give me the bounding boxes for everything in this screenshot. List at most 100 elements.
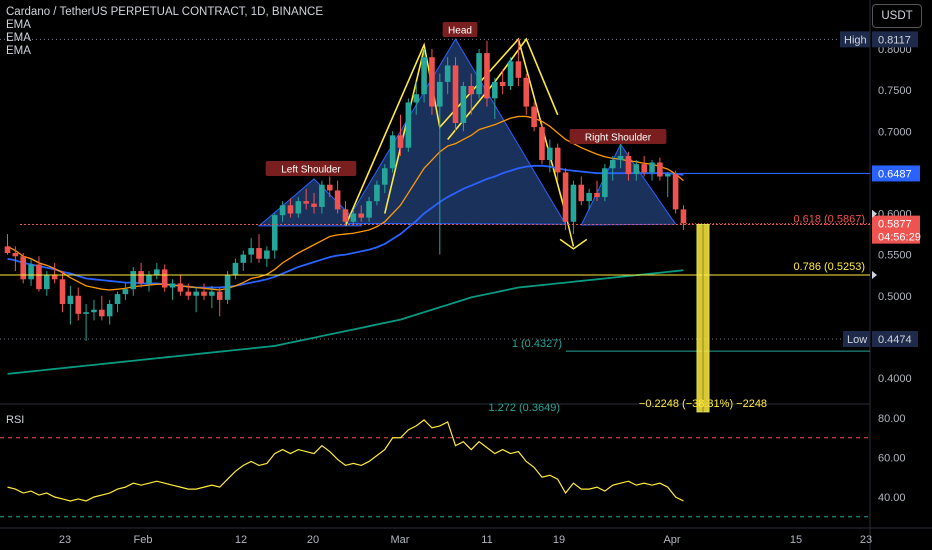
candle-body xyxy=(28,264,34,280)
fib-786-label: 0.786 (0.5253) xyxy=(793,261,865,273)
candle-body xyxy=(672,174,679,210)
candle-body xyxy=(609,160,616,169)
x-tick-label: 15 xyxy=(790,534,802,546)
candle-body xyxy=(264,250,270,259)
candle-body xyxy=(381,168,388,185)
candle-body xyxy=(130,271,137,290)
candle-body xyxy=(366,201,372,218)
x-tick-label: 23 xyxy=(59,534,71,546)
candle-body xyxy=(295,201,302,214)
candle-body xyxy=(484,53,490,99)
candle-body xyxy=(224,275,231,300)
candle-body xyxy=(201,291,207,296)
candle-body xyxy=(185,291,192,296)
candle-body xyxy=(625,155,632,175)
y-tick-label: 0.5000 xyxy=(878,291,912,303)
candle-body xyxy=(437,81,443,107)
candle-body xyxy=(562,172,569,222)
candle-body xyxy=(523,77,530,107)
candle-body xyxy=(594,192,600,198)
left-shoulder-label-bg xyxy=(265,161,357,176)
ema-price: 0.6487 xyxy=(878,168,912,180)
y-tick-label: 0.5500 xyxy=(878,250,912,262)
candle-body xyxy=(248,248,254,255)
ema-indicator-1[interactable]: EMA xyxy=(6,19,31,31)
fib-786-arrow-icon xyxy=(872,270,877,279)
candle-body xyxy=(256,248,262,259)
candle-body xyxy=(421,57,427,95)
left-shoulder-label: Left Shoulder xyxy=(281,165,341,176)
ema-indicator-2[interactable]: EMA xyxy=(6,32,31,44)
candle-body xyxy=(429,57,435,107)
high-price: 0.8117 xyxy=(878,34,911,46)
candle-body xyxy=(146,275,152,284)
candle-body xyxy=(460,86,467,124)
head-label: Head xyxy=(448,26,472,37)
candle-body xyxy=(680,209,687,224)
candle-body xyxy=(319,184,325,207)
candle-body xyxy=(499,81,506,87)
candle-body xyxy=(641,164,647,173)
x-tick-label: 23 xyxy=(860,534,872,546)
candle-body xyxy=(271,215,278,251)
high-tag-bg xyxy=(840,31,870,48)
candle-body xyxy=(122,289,129,295)
candle-body xyxy=(106,303,113,317)
projection-label: −0.2248 (−38.31%) −2248 xyxy=(639,398,767,410)
candle-body xyxy=(633,164,640,175)
candle-body xyxy=(326,184,333,191)
candle-body xyxy=(67,295,74,304)
y-tick-label: 0.7500 xyxy=(878,85,912,97)
candle-body xyxy=(350,213,357,222)
fib-1272-label: 1.272 (0.3649) xyxy=(488,402,560,414)
candle-body xyxy=(154,269,160,276)
candle-body xyxy=(586,192,592,202)
candle-body xyxy=(554,147,561,173)
head-label-bg xyxy=(442,22,478,37)
ema-mid-line xyxy=(7,164,684,289)
x-tick-label: 20 xyxy=(307,534,319,546)
candle-body xyxy=(602,168,608,198)
candle-body xyxy=(657,162,663,177)
candle-body xyxy=(177,283,184,292)
low-price: 0.4474 xyxy=(878,334,912,346)
candle-body xyxy=(476,53,482,95)
candle-body xyxy=(91,309,97,313)
low-tag: Low xyxy=(847,334,867,346)
rsi-tick-label: 40.00 xyxy=(878,492,906,504)
candle-body xyxy=(405,102,412,148)
x-tick-label: 11 xyxy=(481,534,492,546)
fib-arrow-icon xyxy=(872,209,877,218)
candle-body xyxy=(287,205,294,214)
candle-body xyxy=(59,279,66,304)
fib-1-label: 1 (0.4327) xyxy=(512,338,562,350)
x-tick-label: 12 xyxy=(235,534,247,546)
y-tick-label: 0.7000 xyxy=(878,126,912,138)
last-price-bg xyxy=(872,215,920,244)
candle-body xyxy=(83,312,89,314)
x-tick-label: Feb xyxy=(134,534,153,546)
candle-body xyxy=(374,184,380,202)
currency-button[interactable]: USDT xyxy=(872,4,922,28)
candle-body xyxy=(138,271,144,284)
pattern-neck-left xyxy=(384,48,425,214)
ema-indicator-3[interactable]: EMA xyxy=(6,45,31,57)
candle-body xyxy=(303,201,309,204)
candle-body xyxy=(649,162,655,173)
candle-body xyxy=(216,291,223,300)
candle-body xyxy=(169,283,176,288)
high-tag: High xyxy=(844,34,867,46)
rsi-tick-label: 80.00 xyxy=(878,413,906,425)
candle-body xyxy=(20,256,27,280)
candle-body xyxy=(617,155,624,161)
candle-body xyxy=(413,94,420,103)
candle-body xyxy=(232,262,239,276)
candle-body xyxy=(4,246,11,253)
low-tag-bg xyxy=(843,331,870,348)
candle-body xyxy=(99,309,105,317)
candle-body xyxy=(240,254,247,263)
candle-body xyxy=(334,190,341,210)
candle-body xyxy=(444,65,451,82)
candle-body xyxy=(531,106,537,128)
